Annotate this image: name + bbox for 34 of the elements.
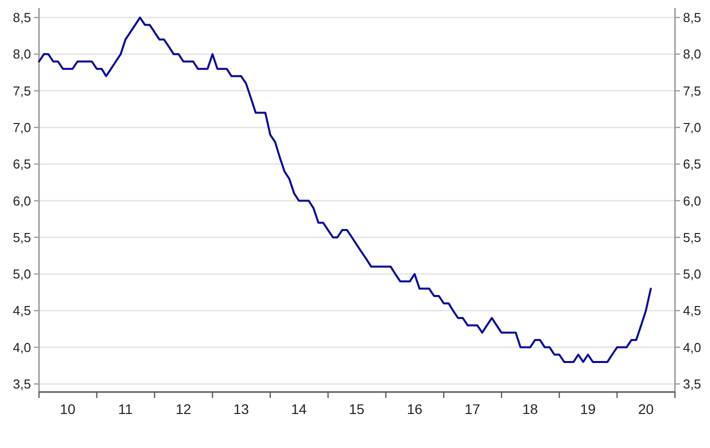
x-tick-label: 12 bbox=[176, 401, 192, 417]
y-tick-label: 8,5 bbox=[12, 10, 31, 26]
y-tick-label: 4,5 bbox=[12, 303, 31, 318]
y2-tick-label: 6,5 bbox=[683, 156, 702, 172]
x-tick-label: 15 bbox=[348, 401, 365, 417]
y-tick-label: 3,5 bbox=[12, 376, 31, 392]
y-tick-label: 4,0 bbox=[12, 340, 31, 355]
y-tick-label: 6,5 bbox=[12, 156, 31, 172]
y-tick-label: 6,0 bbox=[12, 193, 31, 208]
x-tick-label: 18 bbox=[522, 401, 538, 417]
x-tick-label: 14 bbox=[291, 401, 307, 417]
y2-tick-label: 4,5 bbox=[683, 303, 702, 318]
x-tick-label: 17 bbox=[464, 401, 480, 417]
y-tick-label: 5,0 bbox=[12, 266, 31, 282]
y2-tick-label: 5,0 bbox=[683, 266, 702, 282]
x-tick-label: 19 bbox=[580, 401, 596, 417]
x-tick-label: 16 bbox=[406, 401, 423, 417]
y2-tick-label: 8,5 bbox=[683, 10, 702, 26]
y2-tick-label: 7,5 bbox=[683, 83, 702, 98]
y2-tick-label: 6,0 bbox=[683, 193, 702, 208]
y-tick-label: 7,0 bbox=[12, 120, 31, 135]
y2-tick-label: 4,0 bbox=[683, 340, 702, 355]
x-tick-label: 11 bbox=[118, 401, 133, 417]
y2-tick-label: 5,5 bbox=[683, 230, 702, 245]
y-tick-label: 8,0 bbox=[12, 46, 31, 62]
x-tick-label: 13 bbox=[233, 401, 250, 417]
x-tick-label: 10 bbox=[60, 401, 76, 417]
line-series bbox=[38, 16, 652, 363]
y-tick-label: 5,5 bbox=[12, 230, 31, 245]
y2-tick-label: 8,0 bbox=[683, 46, 702, 62]
x-tick-label: 20 bbox=[638, 401, 654, 417]
y2-tick-label: 7,0 bbox=[683, 120, 702, 135]
y-tick-label: 7,5 bbox=[12, 83, 31, 98]
y2-tick-label: 3,5 bbox=[683, 376, 702, 392]
